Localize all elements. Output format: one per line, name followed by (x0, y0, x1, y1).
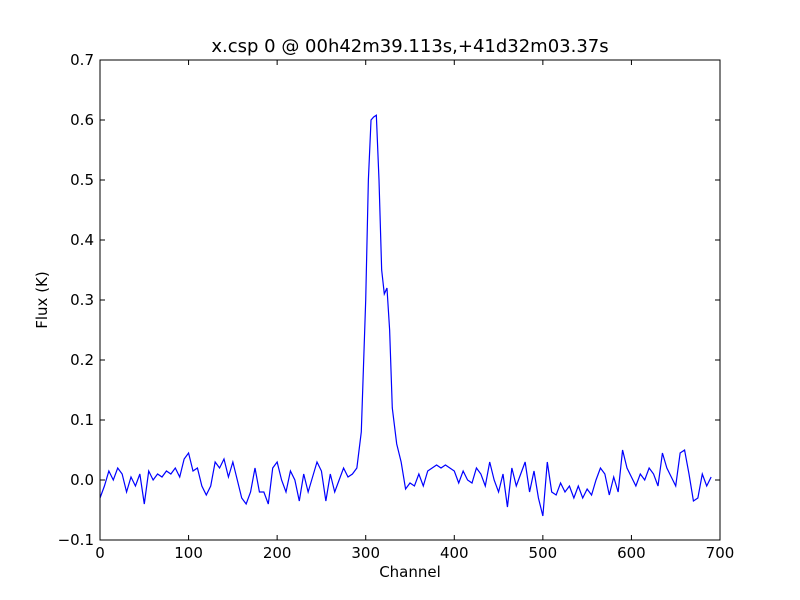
y-tick-label: 0.4 (70, 231, 94, 249)
ticks-layer: 0 100 200 300 400 500 600 700 −0.1 0.0 0.1 0.2 0.3 0.… (58, 51, 735, 562)
chart-title: x.csp 0 @ 00h42m39.113s,+41d32m03.37s (211, 36, 608, 57)
y-axis-label: Flux (K) (33, 271, 51, 329)
series-line-0 (99, 114, 712, 517)
x-tick-label: 700 (706, 544, 735, 562)
x-tick-label: 400 (440, 544, 469, 562)
y-tick-label: 0.1 (70, 411, 94, 429)
y-tick-label: 0.6 (70, 111, 94, 129)
x-tick-label: 200 (263, 544, 292, 562)
x-tick-label: 100 (174, 544, 203, 562)
x-tick-label: 600 (617, 544, 646, 562)
y-tick-label: 0.3 (70, 291, 94, 309)
x-axis-label: Channel (379, 563, 441, 581)
x-tick-label: 300 (351, 544, 380, 562)
x-tick-label: 0 (95, 544, 105, 562)
x-tick-label: 500 (529, 544, 558, 562)
y-tick-label: 0.5 (70, 171, 94, 189)
y-tick-label: −0.1 (58, 531, 94, 549)
plot-layer (99, 114, 712, 517)
y-tick-label: 0.7 (70, 51, 94, 69)
y-tick-label: 0.0 (70, 471, 94, 489)
y-tick-label: 0.2 (70, 351, 94, 369)
